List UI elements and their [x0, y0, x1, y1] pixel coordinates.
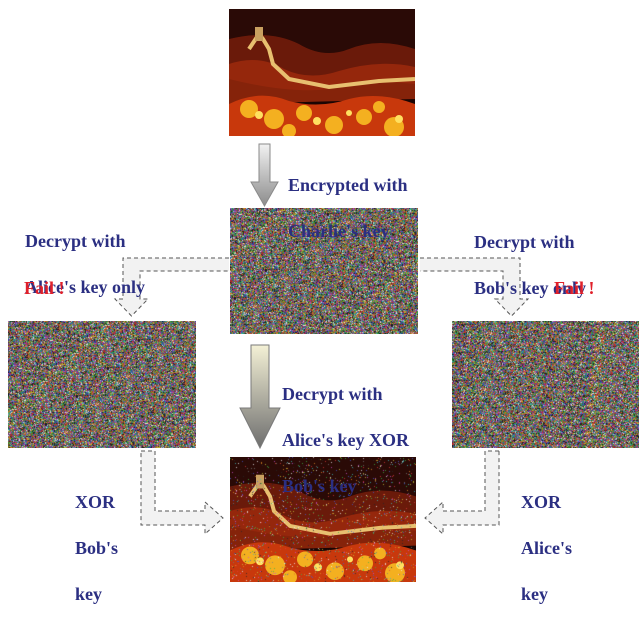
decrypted-image: [230, 457, 416, 582]
encrypted-noise-image: [230, 208, 418, 334]
alice-decrypted-noise-image: [8, 321, 196, 448]
arrow-xor-alice: [424, 450, 500, 536]
bob-decrypted-noise-image: [452, 321, 639, 448]
arrow-xor-bob: [140, 450, 224, 536]
label-fail-left: Fail !: [24, 278, 65, 298]
original-image: [229, 9, 415, 136]
arrows-layer: [113, 143, 530, 536]
arrow-decrypt-bob: [420, 257, 530, 317]
label-fail-right: Fail !: [554, 278, 595, 298]
label-xor-bob: XOR Bob's key: [75, 492, 119, 604]
label-xor-alice: XOR Alice's key: [521, 492, 572, 604]
label-decrypt-bob: Decrypt with Bob's key only: [474, 232, 587, 298]
arrow-encrypt: [250, 143, 279, 208]
arrow-decrypt-xor: [239, 344, 281, 450]
label-decrypt-xor: Decrypt with Alice's key XOR Bob's key: [282, 384, 409, 496]
label-encrypted: Encrypted with Charlie's key: [288, 175, 408, 241]
label-decrypt-alice: Decrypt with Alice's key only: [25, 231, 145, 297]
arrow-decrypt-alice: [113, 257, 229, 317]
